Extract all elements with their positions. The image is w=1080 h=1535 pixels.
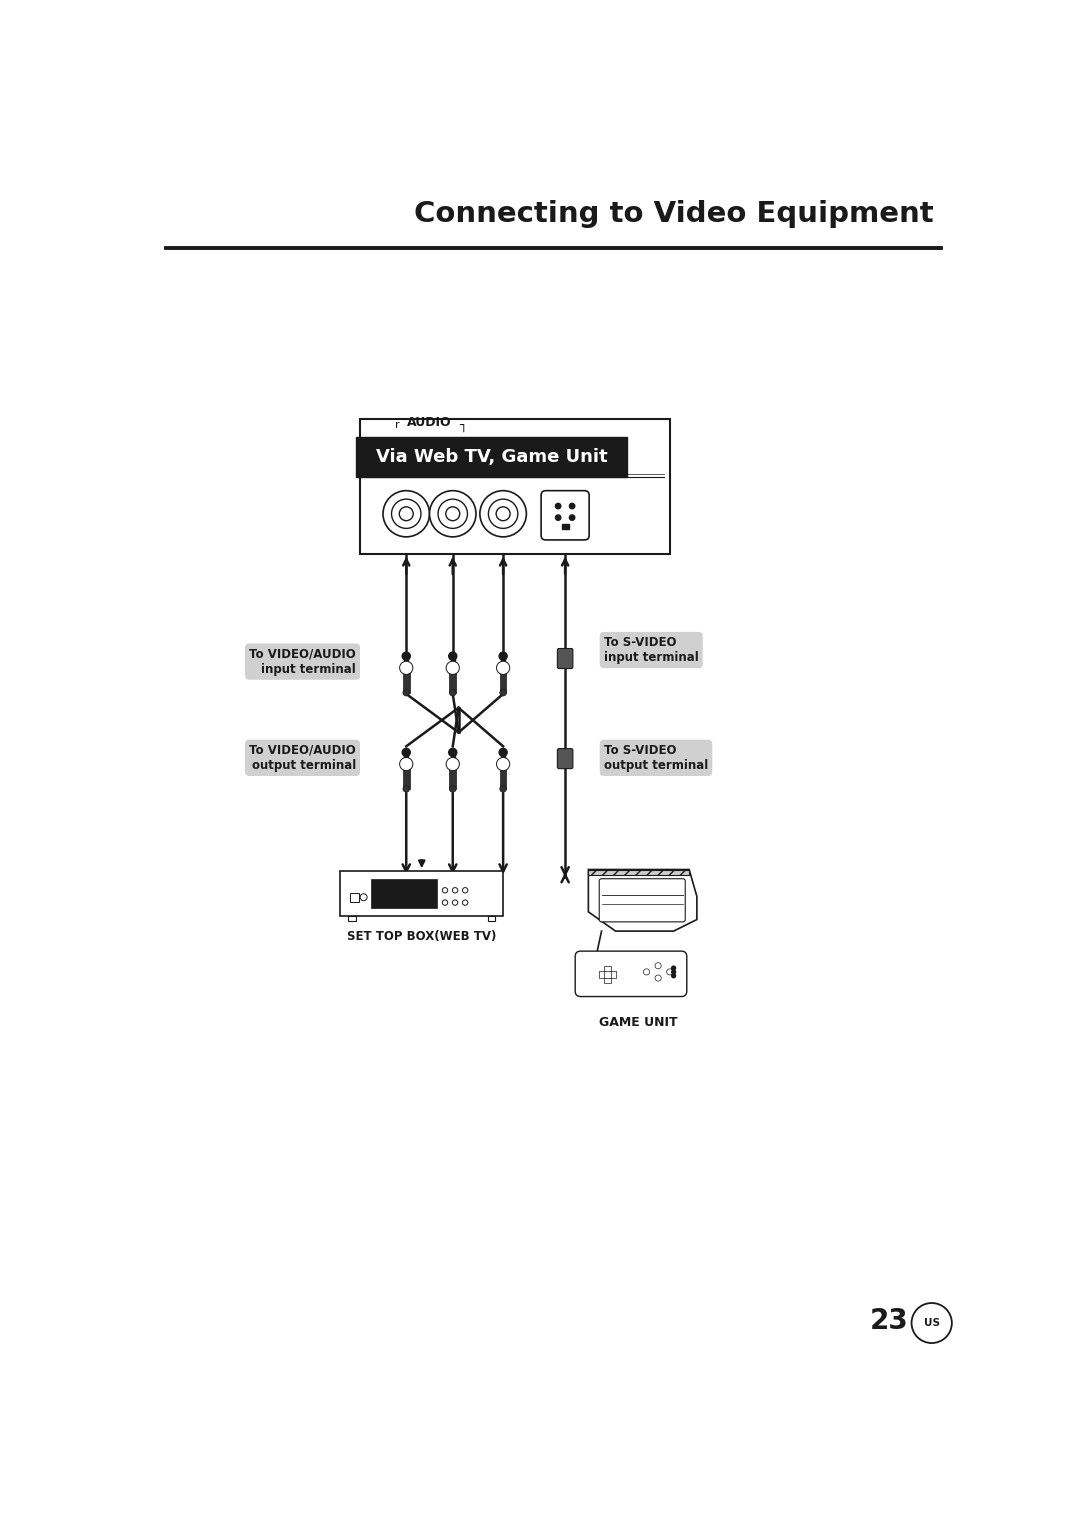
Bar [356,437,627,477]
Text: ┐: ┐ [459,419,467,431]
Bar [449,764,456,789]
Circle shape [569,503,575,508]
Circle shape [446,662,459,674]
Bar [451,752,455,761]
Circle shape [497,757,510,771]
Circle shape [400,507,414,520]
Bar [372,878,437,909]
Circle shape [569,514,575,520]
Circle shape [500,786,507,792]
Circle shape [453,887,458,893]
Circle shape [656,962,661,969]
Circle shape [448,652,457,660]
Text: L: L [449,437,457,451]
Text: R: R [402,437,411,451]
Bar [403,764,409,789]
Circle shape [453,900,458,906]
Text: SET TOP BOX(WEB TV): SET TOP BOX(WEB TV) [347,930,497,942]
Bar [501,752,505,761]
Text: AUDIO: AUDIO [407,416,451,430]
Circle shape [448,749,457,757]
Circle shape [430,491,476,537]
Circle shape [392,499,421,528]
Text: GAME UNIT: GAME UNIT [599,1016,678,1028]
Circle shape [446,757,459,771]
FancyBboxPatch shape [599,878,685,923]
Polygon shape [589,869,689,875]
Circle shape [443,900,448,906]
Circle shape [443,887,448,893]
Circle shape [496,507,510,520]
Bar [350,892,359,903]
Text: Connecting to Video Equipment: Connecting to Video Equipment [414,200,933,229]
Bar [340,870,503,916]
Bar [404,655,408,666]
Circle shape [912,1303,951,1343]
Bar [451,655,455,666]
Circle shape [555,503,561,508]
Circle shape [488,499,517,528]
Circle shape [402,652,410,660]
Text: To VIDEO/AUDIO
input terminal: To VIDEO/AUDIO input terminal [249,648,356,675]
Circle shape [400,757,413,771]
Circle shape [672,966,676,970]
Bar [501,655,505,666]
Circle shape [403,786,409,792]
Polygon shape [589,869,697,932]
Bar [449,668,456,692]
Circle shape [462,900,468,906]
Circle shape [403,689,409,695]
Text: VIDEO: VIDEO [482,437,525,451]
Bar [500,668,507,692]
Circle shape [449,689,456,695]
Bar [604,970,611,978]
Circle shape [462,887,468,893]
Circle shape [666,969,673,975]
Text: US: US [923,1319,940,1328]
Circle shape [499,749,508,757]
FancyBboxPatch shape [557,749,572,769]
Bar [604,976,611,982]
Bar [348,916,356,921]
Circle shape [672,970,676,973]
Text: To S-VIDEO
output terminal: To S-VIDEO output terminal [604,744,708,772]
Circle shape [499,652,508,660]
Circle shape [500,689,507,695]
Bar [403,668,409,692]
Circle shape [555,514,561,520]
Text: To S-VIDEO
input terminal: To S-VIDEO input terminal [604,635,699,665]
Circle shape [497,662,510,674]
Text: To VIDEO/AUDIO
output terminal: To VIDEO/AUDIO output terminal [249,744,356,772]
Circle shape [672,973,676,978]
Text: Via Web TV, Game Unit: Via Web TV, Game Unit [376,448,607,465]
Text: S-VIDEO: S-VIDEO [537,437,594,451]
Text: 23: 23 [869,1308,908,1335]
Circle shape [360,893,367,901]
Bar [500,764,507,789]
Text: r: r [395,421,400,430]
Bar [488,916,496,921]
Circle shape [383,491,430,537]
Bar [404,752,408,761]
Circle shape [446,507,460,520]
Circle shape [644,969,649,975]
Circle shape [449,786,456,792]
Bar [562,523,568,530]
Bar [599,970,606,978]
Circle shape [656,975,661,981]
Bar [604,966,611,973]
Circle shape [480,491,526,537]
Bar [360,419,670,554]
FancyBboxPatch shape [576,952,687,996]
Circle shape [438,499,468,528]
FancyBboxPatch shape [541,491,590,540]
FancyBboxPatch shape [557,648,572,669]
Circle shape [400,662,413,674]
Circle shape [402,749,410,757]
Bar [609,970,617,978]
